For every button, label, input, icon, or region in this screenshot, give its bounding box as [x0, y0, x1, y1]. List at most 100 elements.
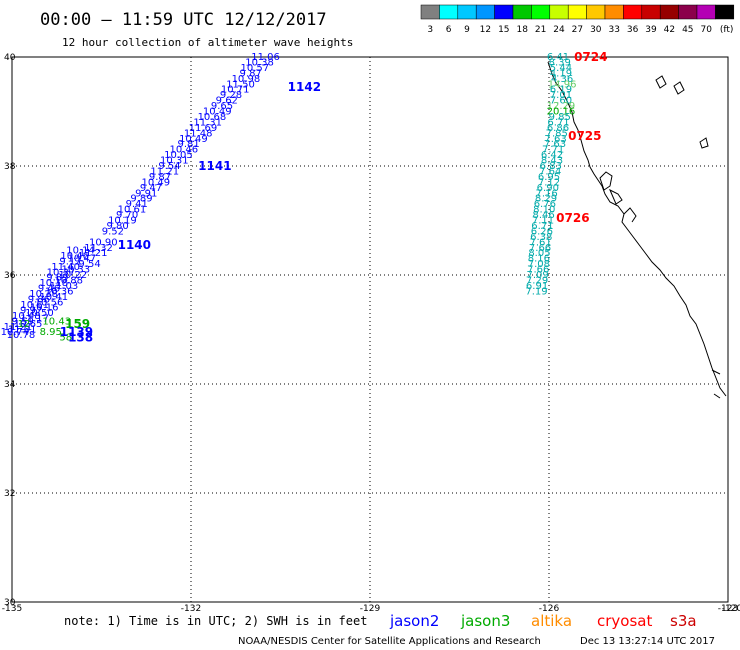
wave-height-value: 6.71	[531, 221, 553, 232]
wave-height-value: 7.63	[544, 139, 566, 150]
wave-height-value: 7.85	[546, 128, 568, 139]
wave-height-value: 8.05	[528, 248, 550, 259]
legend-label: 15	[498, 25, 509, 35]
wave-height-value: 9.91	[135, 188, 157, 199]
wave-height-value: 10.36	[45, 286, 74, 297]
wave-height-value: 10.48	[12, 311, 41, 322]
wave-height-value: 9.87	[149, 172, 171, 183]
wave-height-value: 8.16	[528, 254, 550, 265]
chart-subtitle: 12 hour collection of altimeter wave hei…	[62, 36, 353, 49]
x-tick-label: -123	[718, 604, 738, 614]
wave-height-value: 9.46	[38, 284, 60, 295]
wave-height-value: 10.18	[39, 278, 68, 289]
legend-label: (ft)	[720, 25, 734, 35]
wave-height-value: 10.68	[198, 112, 227, 123]
wave-height-value: 11.50	[226, 79, 255, 90]
wave-height-value: 9.28	[220, 90, 242, 101]
wave-height-value: 8.46	[532, 210, 554, 221]
legend-label: 21	[535, 25, 546, 35]
wave-height-value: 11.21	[150, 166, 179, 177]
pass-time-label: 138	[68, 331, 93, 345]
legend-swatch	[586, 4, 606, 20]
wave-height-value: 10.43	[42, 316, 71, 327]
legend-swatch	[641, 4, 661, 20]
wave-height-value: 10.50	[25, 308, 54, 319]
legend-swatch	[494, 4, 514, 20]
pass-time-label: 1140	[118, 238, 151, 252]
wave-height-value: 10.49	[203, 107, 232, 118]
legend-swatch	[549, 4, 569, 20]
wave-height-value: 7.11	[532, 216, 554, 227]
wave-height-value: 10.49	[179, 134, 208, 145]
pass-time-label: 1142	[288, 80, 321, 94]
legend-swatch	[567, 4, 587, 20]
wave-height-value: 8.29	[535, 194, 557, 205]
wave-height-value: 9.80	[106, 221, 128, 232]
legend-label: 70	[700, 25, 712, 35]
wave-height-value: 10.49	[141, 177, 170, 188]
wave-height-value: 7.09	[527, 270, 549, 281]
wave-height-value: 6.83	[540, 161, 562, 172]
x-tick-label: -120	[722, 604, 740, 614]
wave-height-value: 10.61	[20, 300, 49, 311]
wave-height-value: 7.64	[539, 166, 561, 177]
wave-height-value: 10.57	[241, 63, 270, 74]
legend-swatch	[457, 4, 477, 20]
legend-label: 9	[464, 25, 470, 35]
legend-label: 24	[553, 25, 565, 35]
wave-height-value: 10.56	[35, 297, 64, 308]
wave-height-value: 8.10	[533, 205, 555, 216]
satellite-name: altika	[531, 612, 572, 630]
legend-label: 45	[682, 25, 693, 35]
wave-height-value: 10.46	[60, 251, 89, 262]
wave-height-value: 10.14	[66, 245, 95, 256]
wave-height-color-legend: 3 6 9 12 15 18 21 24 27 30 33 36 39 42 45 70 (ft)	[420, 4, 735, 35]
legend-swatch	[678, 4, 698, 20]
wave-height-value: 7.16	[535, 188, 557, 199]
wave-height-value: 11.40	[51, 262, 80, 273]
legend-label: 39	[645, 25, 657, 35]
wave-height-value: 6.19	[550, 85, 572, 96]
legend-swatch	[715, 4, 735, 20]
units-note: note: 1) Time is in UTC; 2) SWH is in fe…	[64, 614, 367, 628]
wave-height-value: 9.47	[140, 183, 162, 194]
wave-height-value: 10.61	[118, 205, 147, 216]
wave-height-value: 10.22	[59, 270, 88, 281]
pass-time-label: 0726	[556, 211, 589, 225]
legend-swatch	[696, 4, 716, 20]
wave-height-value: 9.89	[46, 273, 68, 284]
legend-swatch	[531, 4, 551, 20]
wave-height-value: 11.21	[79, 248, 108, 259]
legend-swatch	[475, 4, 495, 20]
wave-height-value: 11.17	[20, 314, 49, 325]
wave-height-value: 9.54	[158, 161, 180, 172]
wave-height-value: 10.38	[245, 57, 274, 68]
wave-height-value: 9.89	[130, 194, 152, 205]
wave-height-value: 7.71	[542, 145, 564, 156]
x-tick-label: -126	[539, 604, 560, 614]
wave-height-value: 7.08	[528, 259, 550, 270]
wave-height-value: 9.70	[116, 210, 138, 221]
pass-time-label: 1141	[198, 159, 231, 173]
wave-height-value: 7.19	[525, 286, 547, 297]
legend-label: 12	[480, 25, 491, 35]
wave-height-value: 12	[18, 319, 31, 330]
legend-label: 27	[572, 25, 583, 35]
wave-height-value: 10.71	[221, 85, 250, 96]
wave-height-value: 9.54	[78, 259, 100, 270]
legend-label: 18	[516, 25, 528, 35]
wave-height-value: 6.26	[531, 226, 553, 237]
wave-height-value: 10.38	[29, 289, 58, 300]
wave-height-value: 10.16	[30, 303, 59, 314]
axis-tick-labels: -135 -132 -129 -126 -123-120 40 38 36 34 32 30	[2, 53, 740, 614]
legend-label: 6	[446, 25, 452, 35]
wave-height-value: 11.31	[193, 117, 222, 128]
credit-line: NOAA/NESDIS Center for Satellite Applica…	[238, 636, 541, 647]
wave-height-value: 10.37	[47, 267, 76, 278]
wave-height-value: 10.46	[170, 145, 199, 156]
wave-height-value: 8.43	[541, 156, 563, 167]
satellite-name: cryosat	[597, 612, 652, 630]
wave-height-value: 5.44	[550, 63, 572, 74]
wave-height-value: 10.74	[1, 327, 30, 338]
